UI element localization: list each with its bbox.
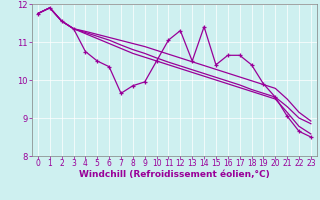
X-axis label: Windchill (Refroidissement éolien,°C): Windchill (Refroidissement éolien,°C) bbox=[79, 170, 270, 179]
